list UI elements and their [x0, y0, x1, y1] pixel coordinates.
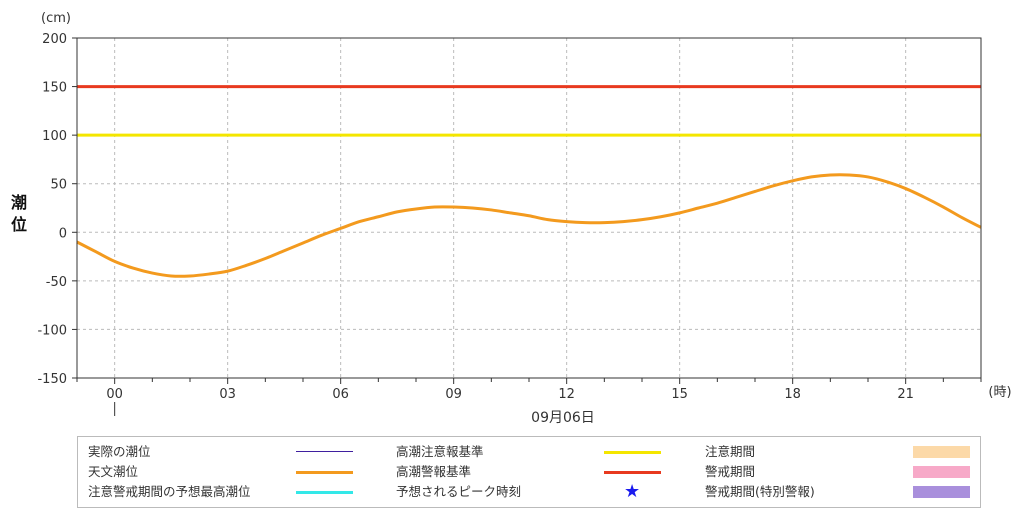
legend-label: 注意警戒期間の予想最高潮位	[88, 484, 251, 499]
x-tick-label: 09	[445, 387, 462, 402]
legend-line-swatch	[604, 471, 661, 474]
y-tick-label: 50	[50, 178, 67, 193]
y-tick-label: -100	[37, 323, 67, 338]
legend: 実際の潮位天文潮位注意警戒期間の予想最高潮位 高潮注意報基準 高潮警報基準予想される…	[77, 436, 981, 508]
x-tick-label: 18	[784, 387, 801, 402]
legend-label: 天文潮位	[88, 464, 139, 479]
y-tick-label: -150	[37, 372, 67, 387]
legend-line-swatch	[296, 491, 353, 494]
legend-box-swatch	[913, 486, 970, 498]
legend-line-swatch	[296, 451, 353, 452]
x-tick-label: 03	[219, 387, 236, 402]
star-icon: ★	[624, 481, 641, 502]
y-tick-label: 200	[42, 32, 67, 47]
y-tick-label: -50	[46, 275, 67, 290]
plot-frame	[76, 37, 982, 379]
legend-label: 注意期間	[705, 444, 756, 459]
y-unit-label: (cm)	[41, 11, 71, 26]
legend-label: 高潮注意報基準	[396, 444, 484, 459]
x-tick-label: 15	[671, 387, 688, 402]
x-unit-label: (時)	[988, 385, 1011, 400]
legend-box-swatch	[913, 466, 970, 478]
y-tick-label: 0	[59, 226, 67, 241]
y-axis-ticks: -150 -100 -50 0 50 100 150 200	[37, 32, 77, 387]
y-tick-label: 100	[42, 129, 67, 144]
y-tick-label: 150	[42, 81, 67, 96]
y-axis-label: 潮位	[11, 193, 27, 234]
series-line	[76, 173, 982, 278]
legend-label: 予想されるピーク時刻	[396, 484, 522, 499]
legend-label: 高潮警報基準	[396, 464, 472, 479]
grid	[77, 38, 981, 378]
legend-box-swatch	[913, 446, 970, 458]
x-tick-label: 06	[332, 387, 349, 402]
y-axis-label-char: 潮	[11, 193, 27, 212]
legend-label: 実際の潮位	[88, 444, 151, 459]
threshold-lines	[77, 85, 981, 137]
series-group	[76, 173, 982, 278]
tide-chart: -150 -100 -50 0 50 100 150 200 00 03 06 09 12 15 18 21…	[11, 11, 1012, 426]
x-axis-ticks: 00 03 06 09 12 15 18 21	[76, 378, 982, 402]
y-axis-label-char: 位	[11, 215, 27, 234]
legend-line-swatch	[296, 471, 353, 474]
legend-label: 警戒期間(特別警報)	[705, 484, 815, 499]
x-tick-label: 21	[897, 387, 914, 402]
legend-line-swatch	[604, 451, 661, 454]
date-label: 09月06日	[531, 410, 595, 426]
legend-label: 警戒期間	[705, 464, 756, 479]
x-tick-label: 00	[106, 387, 123, 402]
x-tick-label: 12	[558, 387, 575, 402]
